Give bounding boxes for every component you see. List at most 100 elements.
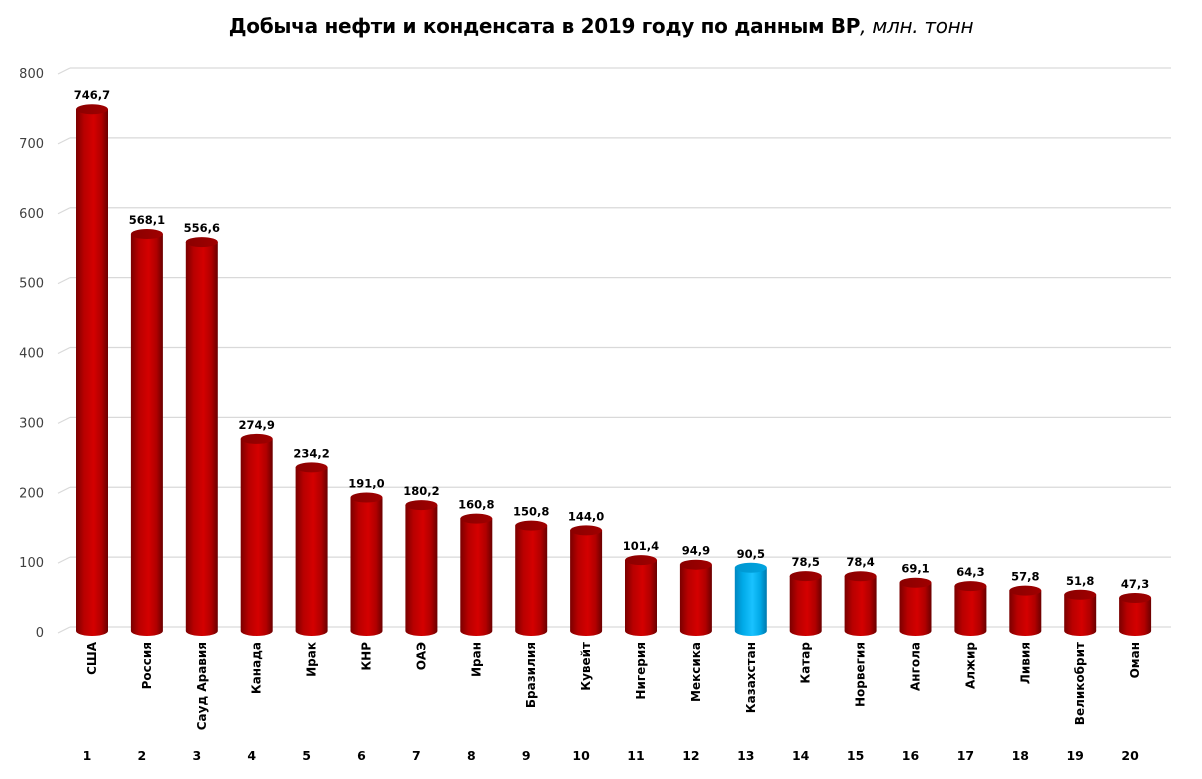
bar-top <box>789 571 822 582</box>
gridline-depth <box>57 416 71 424</box>
category-label: Кувейт <box>579 642 593 691</box>
y-tick-label: 300 <box>19 416 44 431</box>
bar-top <box>130 229 163 240</box>
rank-label: 2 <box>138 748 147 763</box>
bar <box>295 462 328 636</box>
bar <box>570 525 603 636</box>
bar <box>789 571 822 636</box>
rank-label: 11 <box>627 748 644 763</box>
bar <box>185 237 218 636</box>
category-label: Россия <box>140 642 154 689</box>
y-tick-label: 600 <box>19 207 44 222</box>
bar <box>515 520 548 636</box>
bar-top <box>350 492 383 503</box>
bar-top <box>1119 592 1152 603</box>
bar-body <box>844 576 877 636</box>
category-label: КНР <box>360 642 374 671</box>
rank-label: 12 <box>682 748 699 763</box>
rank-label: 8 <box>467 748 476 763</box>
rank-label: 5 <box>302 748 311 763</box>
bar <box>76 104 108 636</box>
bar-body <box>405 505 438 636</box>
data-label: 191,0 <box>348 477 384 491</box>
data-label: 78,4 <box>846 555 874 569</box>
bar-body <box>954 586 987 636</box>
rank-label: 4 <box>247 748 256 763</box>
gridline-depth <box>57 67 71 75</box>
bar <box>954 581 987 636</box>
chart-title-unit: , млн. тонн <box>860 14 974 38</box>
gridline-depth <box>57 277 71 285</box>
category-label: Норвегия <box>854 642 868 707</box>
bar-top <box>734 562 767 573</box>
bar-top <box>1009 585 1042 596</box>
bar-body <box>789 576 822 636</box>
bar-body <box>899 582 932 636</box>
bar-body <box>570 530 603 636</box>
y-tick-label: 700 <box>19 137 44 152</box>
category-labels: США Россия Сауд Аравия Канада Ирак КНР ОАЭ Иран… <box>85 641 1142 730</box>
category-label: Ирак <box>305 642 319 677</box>
bar-body <box>185 242 218 636</box>
category-label: Ливия <box>1018 642 1032 684</box>
bar-top <box>405 500 438 511</box>
bar <box>899 577 932 636</box>
bar-body <box>1009 590 1042 636</box>
gridline-depth <box>57 486 71 494</box>
bar-body <box>460 518 493 636</box>
y-tick-label: 800 <box>19 67 44 82</box>
bar-body <box>240 438 273 636</box>
bar-body <box>625 560 657 636</box>
category-label: ОАЭ <box>414 642 428 670</box>
rank-label: 17 <box>957 748 974 763</box>
category-label: Канада <box>250 642 264 694</box>
bar <box>1064 589 1097 636</box>
data-label: 234,2 <box>293 446 329 460</box>
category-label: Иран <box>469 642 483 677</box>
data-label: 57,8 <box>1011 570 1039 584</box>
bar-top <box>515 520 548 531</box>
rank-label: 15 <box>847 748 864 763</box>
bar <box>350 492 383 636</box>
rank-label: 10 <box>572 748 590 763</box>
y-axis-ticks: 0 100 200 300 400 500 600 700 800 <box>19 67 44 641</box>
category-label: Мексика <box>689 642 703 702</box>
data-label: 150,8 <box>513 505 549 519</box>
data-label: 94,9 <box>682 544 710 558</box>
data-label: 556,6 <box>184 221 220 235</box>
bars <box>76 104 1152 636</box>
bar-top <box>679 559 712 570</box>
bar-top <box>570 525 603 536</box>
bar-top <box>76 104 108 115</box>
category-label: США <box>85 641 99 675</box>
gridlines <box>57 67 1171 634</box>
gridline-depth <box>57 346 71 355</box>
bar-body <box>515 525 548 636</box>
rank-label: 7 <box>412 748 421 763</box>
bar <box>734 562 767 636</box>
category-label: Казахстан <box>744 642 758 713</box>
rank-label: 13 <box>737 748 754 763</box>
rank-label: 3 <box>192 748 201 763</box>
bar-body <box>350 497 383 636</box>
category-label: Великобрит <box>1073 642 1087 725</box>
y-tick-label: 0 <box>36 626 44 641</box>
y-tick-label: 100 <box>19 556 44 571</box>
rank-label: 6 <box>357 748 366 763</box>
gridline-depth <box>57 626 71 634</box>
bar-top <box>625 555 657 566</box>
data-label: 69,1 <box>901 562 929 576</box>
data-label: 160,8 <box>458 498 494 512</box>
bar <box>679 559 712 636</box>
bar <box>405 500 438 636</box>
rank-label: 14 <box>792 748 810 763</box>
gridline-depth <box>57 207 71 215</box>
category-label: Катар <box>799 642 813 684</box>
bar-body <box>734 567 767 636</box>
data-label: 568,1 <box>129 213 165 227</box>
bar-body <box>1064 594 1097 636</box>
category-label: Сауд Аравия <box>195 642 209 730</box>
rank-label: 16 <box>902 748 920 763</box>
category-label: Нигерия <box>634 642 648 700</box>
